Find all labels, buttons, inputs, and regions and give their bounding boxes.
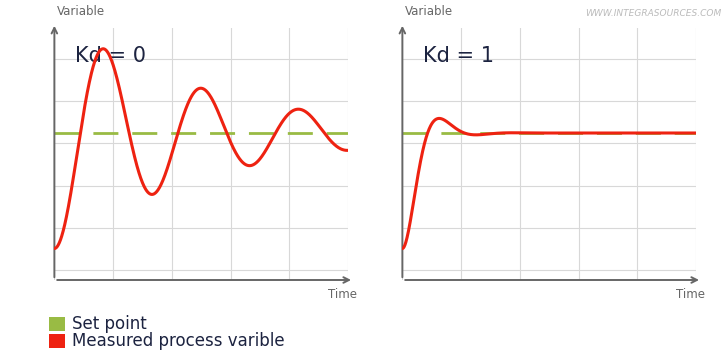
Text: WWW.INTEGRASOURCES.COM: WWW.INTEGRASOURCES.COM xyxy=(585,9,721,18)
Text: Set point: Set point xyxy=(72,315,147,333)
Text: Kd = 1: Kd = 1 xyxy=(423,46,494,66)
Text: Variable: Variable xyxy=(57,5,105,18)
Text: Variable: Variable xyxy=(405,5,453,18)
Text: Measured process varible: Measured process varible xyxy=(72,332,285,350)
Text: Kd = 0: Kd = 0 xyxy=(75,46,146,66)
Text: Time: Time xyxy=(328,288,357,301)
Text: Time: Time xyxy=(676,288,705,301)
